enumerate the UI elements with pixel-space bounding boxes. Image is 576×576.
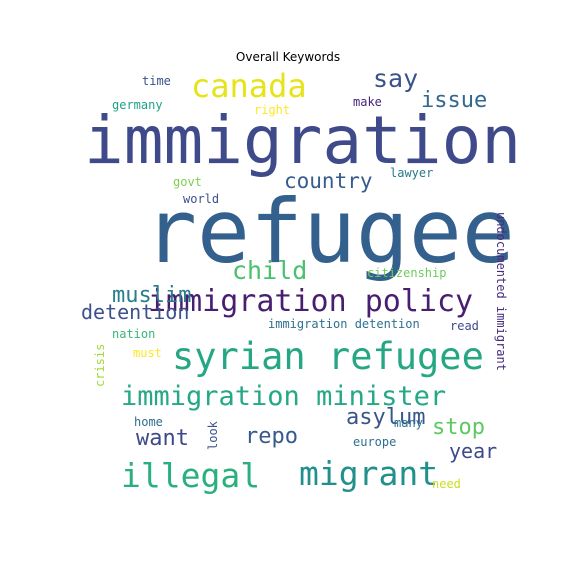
word-syrian-refugee: syrian refugee: [172, 335, 484, 378]
word-nation: nation: [112, 327, 156, 341]
word-repo: repo: [245, 424, 298, 449]
word-detention: detention: [81, 300, 190, 324]
word-many: many: [394, 416, 423, 430]
word-need: need: [432, 477, 461, 491]
word-crisis: crisis: [93, 343, 107, 387]
word-immigration: immigration: [84, 102, 522, 179]
word-asylum: asylum: [346, 405, 426, 430]
word-read: read: [450, 319, 479, 333]
word-immigration-minister: immigration minister: [121, 381, 447, 412]
word-migrant: migrant: [299, 454, 439, 493]
word-lawyer: lawyer: [390, 166, 434, 180]
word-muslim: muslim: [112, 283, 192, 308]
word-want: want: [136, 426, 189, 451]
word-stop: stop: [432, 415, 485, 440]
word-child: child: [232, 256, 308, 285]
word-time: time: [142, 74, 171, 88]
word-illegal: illegal: [121, 456, 261, 495]
word-year: year: [449, 439, 498, 463]
word-issue: issue: [421, 88, 488, 113]
chart-title: Overall Keywords: [235, 50, 341, 64]
word-world: world: [183, 192, 220, 206]
word-right: right: [254, 103, 291, 117]
word-must: must: [133, 346, 162, 360]
word-say: say: [373, 64, 419, 93]
word-citizenship: citizenship: [367, 266, 447, 280]
word-govt: govt: [173, 175, 202, 189]
word-refugee: refugee: [144, 180, 515, 283]
word-canada: canada: [191, 67, 307, 105]
word-look: look: [206, 421, 220, 450]
word-immigration-policy: immigration policy: [148, 284, 474, 319]
word-europe: europe: [353, 435, 397, 449]
word-home: home: [134, 415, 163, 429]
word-undocumented-immigrant: undocumented immigrant: [494, 212, 508, 371]
word-germany: germany: [112, 98, 163, 112]
word-make: make: [353, 95, 382, 109]
word-immigration-detention: immigration detention: [268, 317, 420, 331]
word-country: country: [284, 169, 373, 193]
